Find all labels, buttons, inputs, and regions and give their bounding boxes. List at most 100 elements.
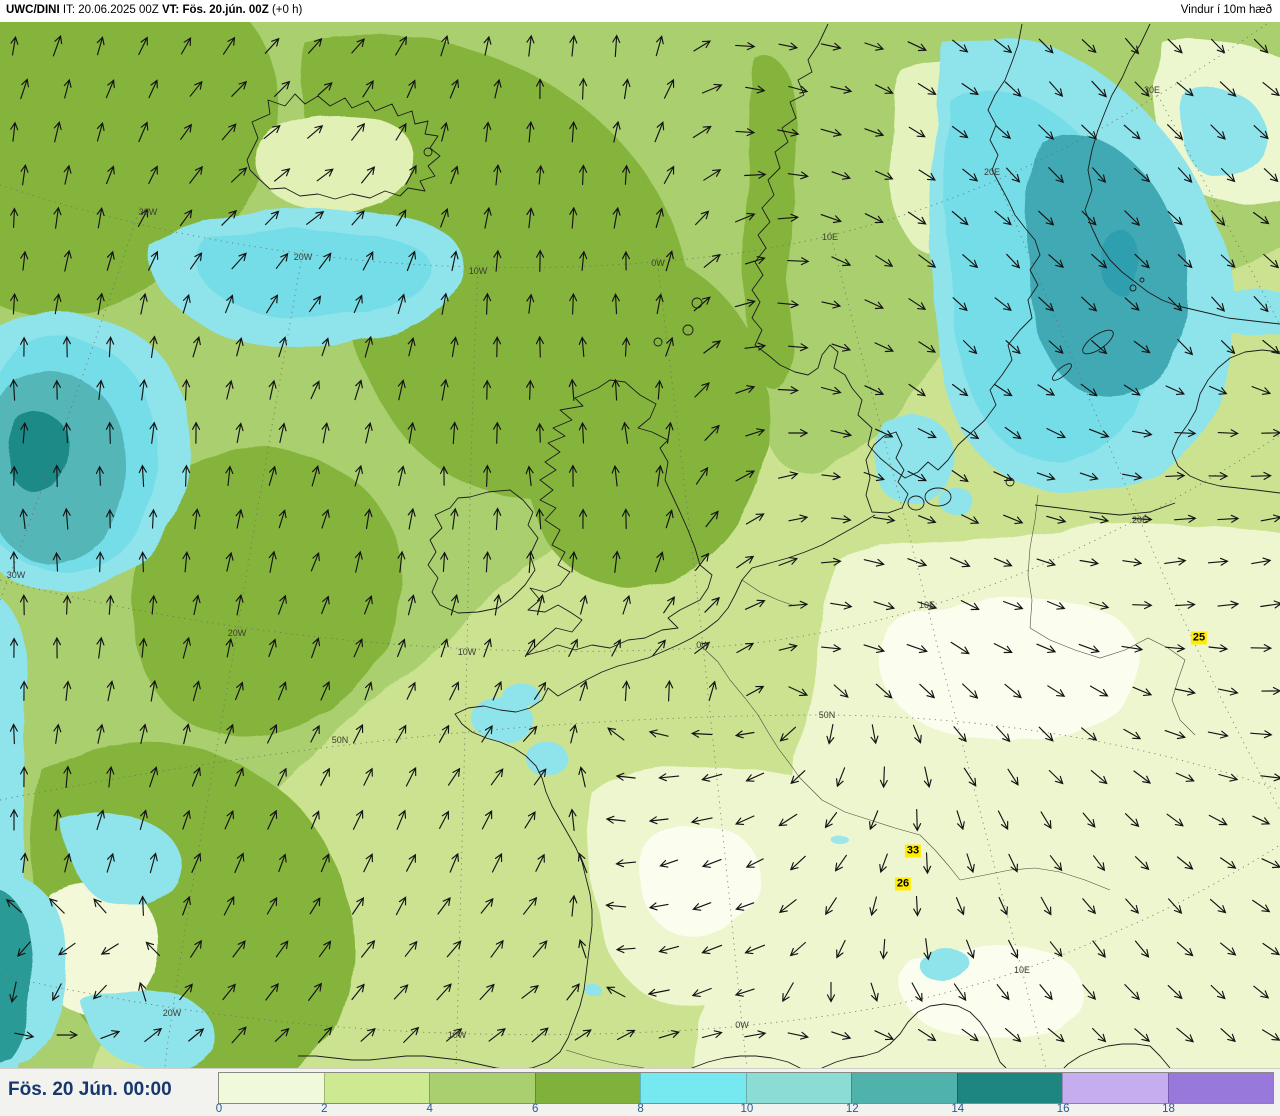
wind-arrow — [1090, 770, 1108, 785]
wind-arrow — [354, 550, 363, 573]
wind-arrow — [523, 896, 538, 915]
wind-arrow — [821, 300, 842, 309]
wind-arrow — [406, 79, 416, 99]
wind-arrow — [1036, 643, 1057, 653]
wind-arrow — [493, 507, 502, 531]
wind-arrow — [231, 80, 248, 97]
wind-arrow — [869, 896, 878, 917]
wind-arrow — [658, 945, 680, 954]
legend-tick-labels: 0 2 4 6 8 10 12 14 16 18 — [216, 1103, 1272, 1115]
wind-arrow — [9, 808, 19, 831]
wind-arrow — [483, 379, 492, 400]
wind-arrow — [659, 859, 679, 868]
wind-arrow — [278, 509, 287, 529]
wind-arrow — [962, 168, 979, 182]
wind-arrow — [1088, 428, 1110, 439]
wind-arrow — [1260, 773, 1280, 782]
wind-arrow — [692, 902, 712, 911]
wind-arrow — [351, 122, 366, 141]
wind-arrow — [309, 295, 322, 313]
wind-arrow — [321, 337, 330, 357]
wind-arrow — [996, 984, 1010, 1001]
wind-arrow — [1262, 1029, 1280, 1041]
wind-arrow — [235, 422, 244, 444]
wind-arrow — [535, 507, 544, 530]
wind-arrow — [1210, 984, 1226, 1000]
init-label: IT: — [62, 4, 76, 16]
wind-arrow — [1262, 942, 1280, 956]
wind-arrow — [144, 1027, 163, 1042]
wind-arrow — [874, 84, 894, 94]
wind-arrow — [1125, 37, 1140, 55]
wind-arrow — [1037, 384, 1056, 396]
wind-arrow — [536, 249, 545, 272]
wind-arrow — [9, 550, 18, 573]
wind-arrow — [907, 211, 927, 225]
wind-arrow — [138, 895, 147, 916]
wind-arrow — [778, 813, 798, 827]
wind-arrow — [277, 681, 287, 701]
wind-arrow — [182, 723, 191, 745]
wind-arrow — [362, 251, 374, 271]
wind-arrow — [1004, 426, 1022, 440]
wind-arrow — [956, 810, 965, 831]
wind-arrow — [1124, 210, 1141, 226]
wind-arrow — [1220, 942, 1237, 956]
wind-arrow — [831, 1031, 852, 1040]
wind-speed-legend: 0 2 4 6 8 10 12 14 16 18 — [216, 1072, 1274, 1115]
wind-arrow — [96, 723, 105, 744]
wind-arrow — [526, 293, 535, 314]
wind-arrow — [1079, 558, 1100, 567]
wind-arrow — [870, 982, 879, 1002]
wind-arrow — [9, 378, 18, 401]
wind-arrow — [221, 209, 237, 226]
wind-arrow — [493, 335, 502, 358]
wind-arrow — [1263, 168, 1279, 183]
wind-arrow — [1006, 167, 1021, 183]
wind-arrow — [704, 424, 720, 441]
wind-arrow — [363, 853, 373, 873]
legend-tick: 16 — [1056, 1103, 1070, 1115]
wind-arrow — [493, 163, 502, 186]
wind-arrow — [182, 809, 191, 830]
wind-arrow — [665, 250, 674, 272]
legend-tick: 14 — [951, 1103, 965, 1115]
wind-arrow — [490, 939, 504, 958]
wind-arrow — [235, 508, 244, 529]
wind-arrow — [1047, 685, 1066, 697]
wind-arrow — [778, 42, 799, 51]
wind-arrow — [137, 208, 149, 228]
wind-arrow — [1260, 600, 1280, 609]
wind-arrow — [1165, 385, 1186, 395]
wind-arrow — [778, 471, 799, 480]
wind-arrow — [450, 421, 459, 445]
wind-arrow — [405, 164, 417, 185]
wind-arrow — [1166, 813, 1184, 827]
wind-arrow — [1253, 296, 1269, 313]
wind-arrow — [952, 383, 969, 397]
legend-swatch — [745, 1073, 851, 1103]
wind-arrow — [231, 252, 247, 270]
wind-arrow — [734, 730, 755, 739]
wind-arrow — [267, 723, 278, 744]
wind-arrow — [63, 765, 72, 788]
wind-arrow — [788, 85, 809, 94]
wind-arrow — [611, 293, 620, 315]
wind-arrow — [1176, 81, 1194, 97]
wind-arrow — [1004, 81, 1022, 97]
wind-arrow — [1250, 471, 1272, 480]
wind-arrow — [311, 637, 321, 659]
wind-arrow — [569, 292, 578, 315]
wind-arrow — [1177, 338, 1194, 356]
wind-arrow — [1176, 856, 1194, 870]
wind-arrow — [1047, 1028, 1065, 1043]
wind-arrow — [1048, 769, 1064, 785]
wind-arrow — [1261, 686, 1280, 695]
wind-arrow — [788, 600, 809, 609]
wind-arrow — [1209, 385, 1228, 395]
wind-arrow — [693, 296, 711, 312]
wind-arrow — [52, 983, 62, 1002]
wind-arrow — [923, 938, 932, 961]
wind-arrow — [526, 120, 535, 143]
wind-arrow — [20, 336, 29, 357]
